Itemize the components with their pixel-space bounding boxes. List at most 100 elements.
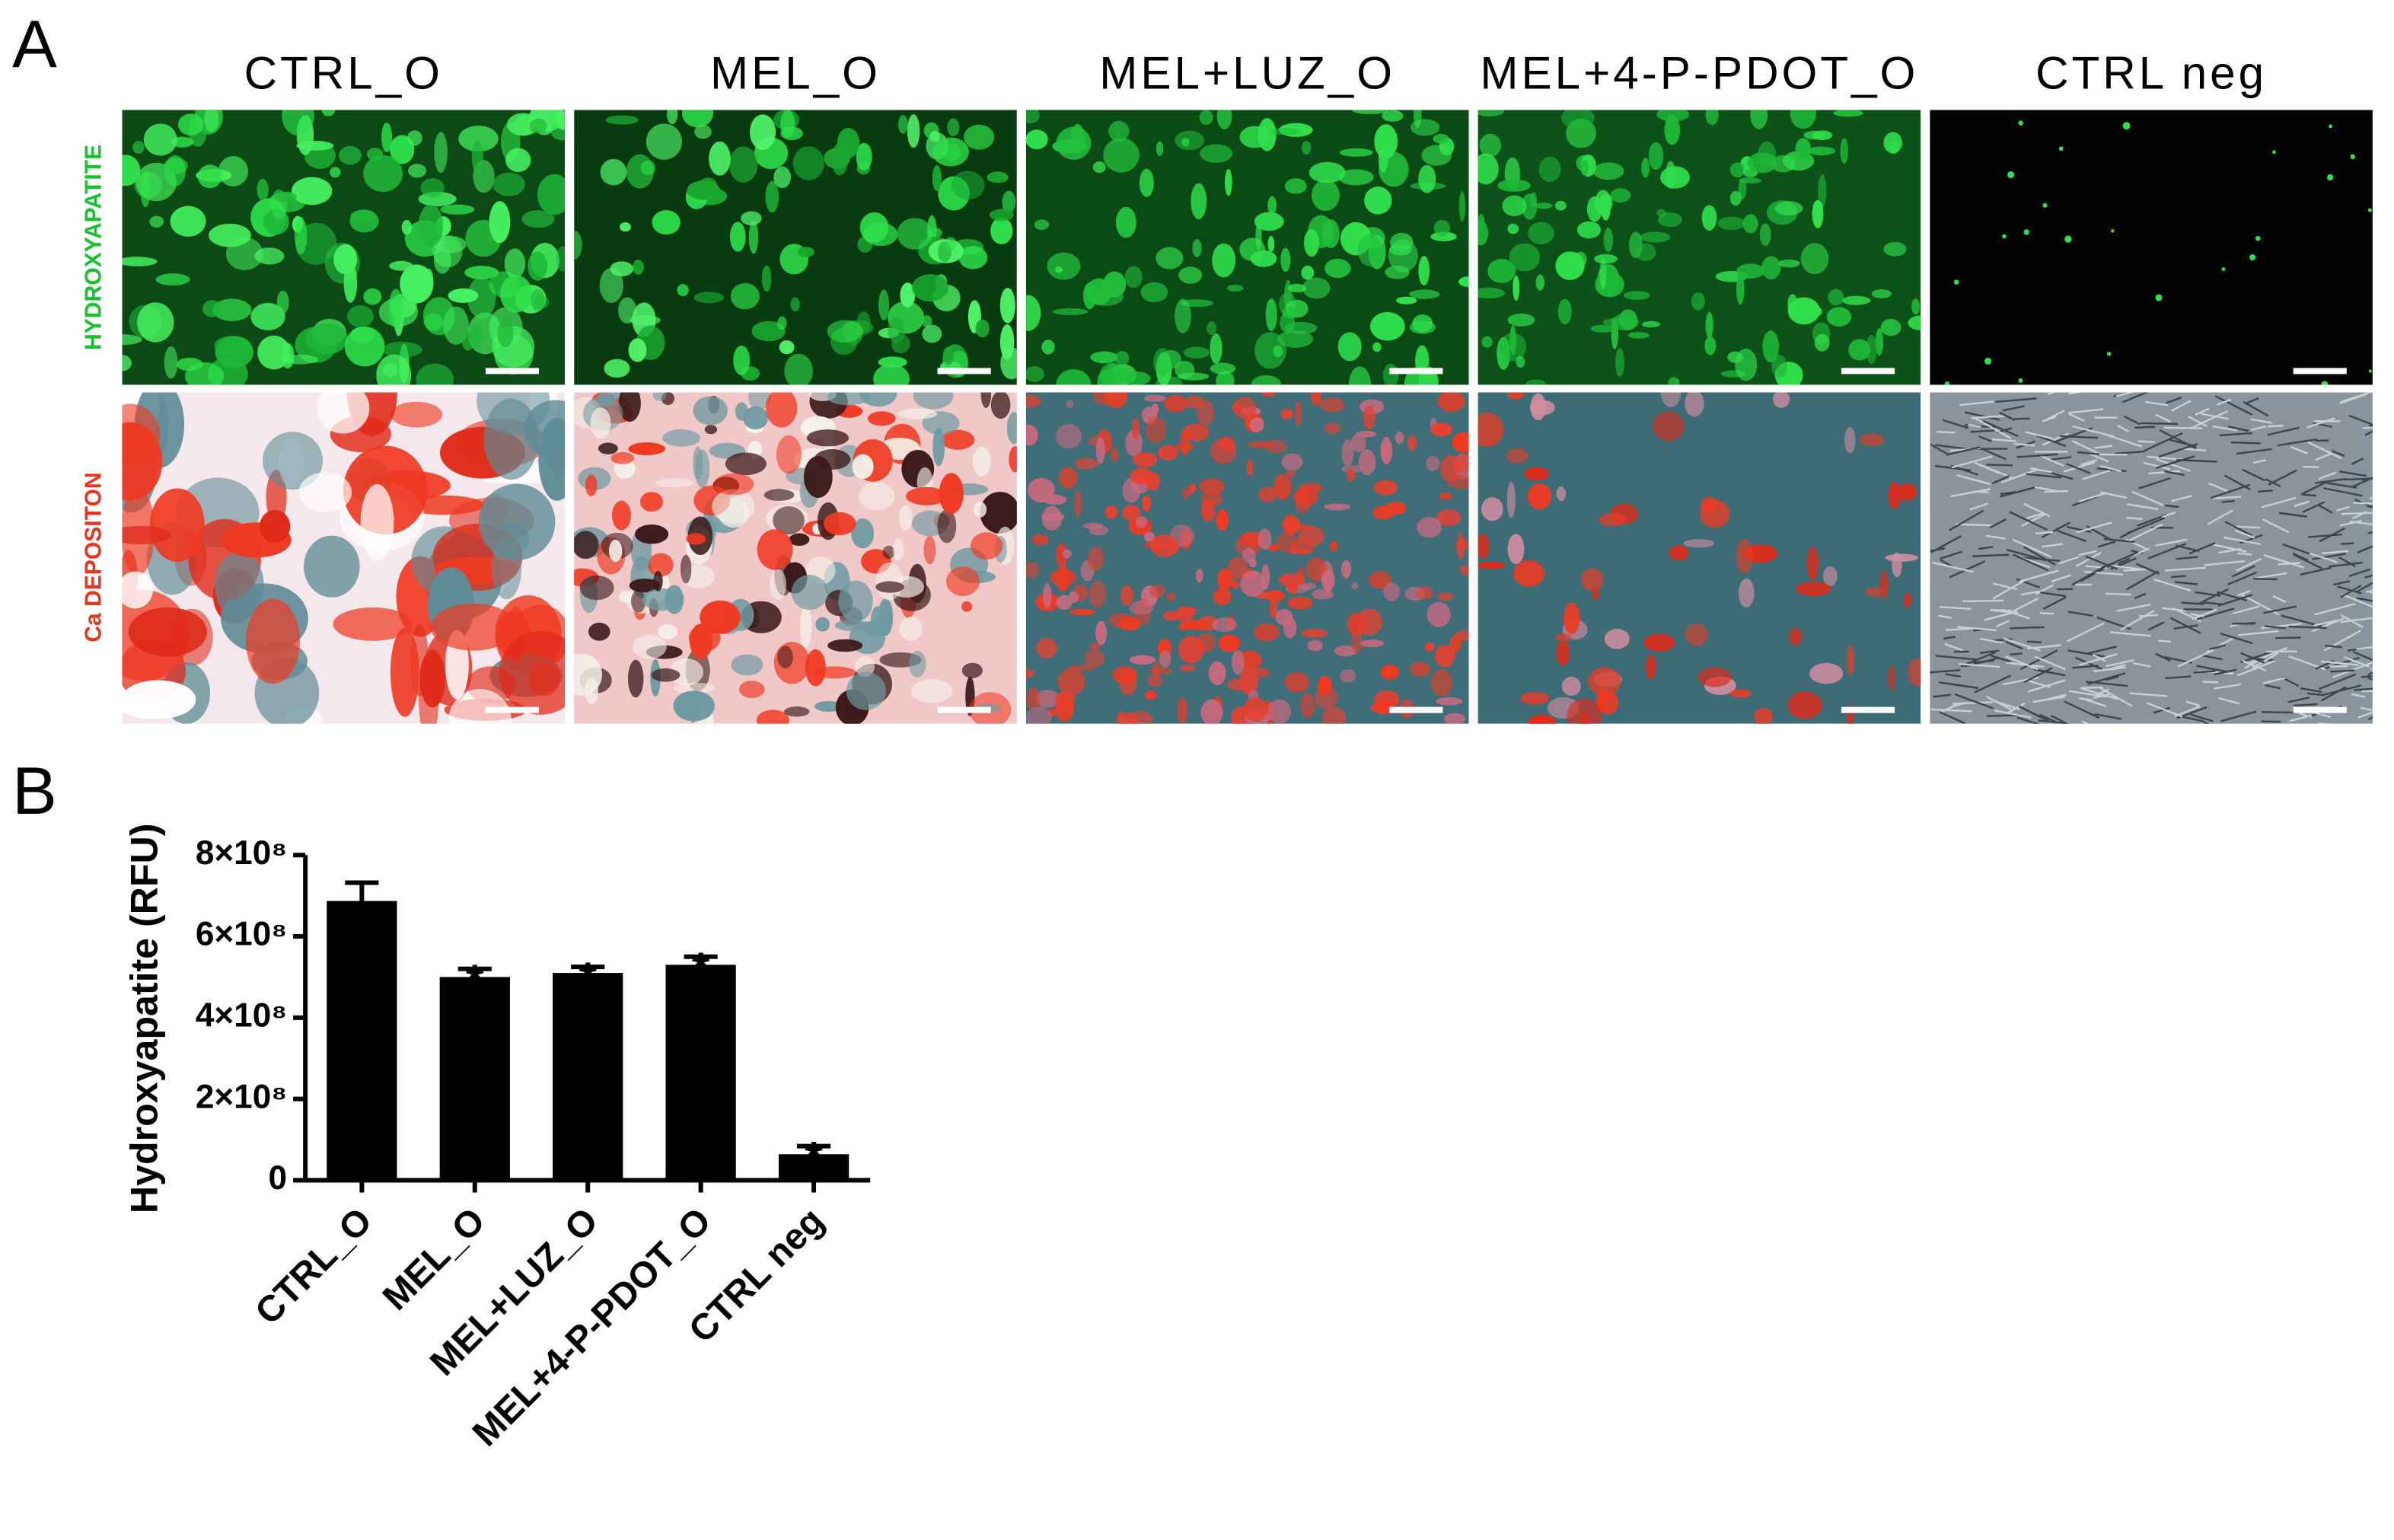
image-texture [2080, 458, 2098, 466]
image-texture [574, 531, 599, 560]
image-texture [1276, 532, 1299, 553]
image-texture [2348, 414, 2373, 426]
image-texture [1123, 371, 1151, 385]
image-texture [2164, 504, 2179, 509]
image-texture [2176, 556, 2198, 560]
image-texture [1258, 528, 1272, 550]
image-texture [2362, 426, 2373, 429]
significance-mark: * [805, 1133, 823, 1184]
image-texture [1057, 668, 1085, 696]
image-texture [448, 288, 479, 303]
image-texture [634, 524, 669, 544]
image-texture [1436, 509, 1462, 526]
image-texture [1253, 623, 1280, 642]
image-texture [725, 452, 767, 476]
image-texture [2246, 397, 2259, 404]
image-texture [2293, 703, 2318, 707]
image-texture [1787, 294, 1798, 314]
column-header: CTRL_O [244, 47, 443, 98]
image-background [1930, 110, 2373, 385]
image-texture [1556, 486, 1566, 502]
image-texture [2322, 550, 2349, 555]
image-texture [2188, 542, 2216, 555]
image-texture [2217, 594, 2253, 607]
image-texture [1885, 553, 1919, 562]
image-texture [2351, 458, 2364, 465]
image-texture [1554, 200, 1567, 211]
image-texture [1382, 110, 1404, 122]
image-texture [1410, 119, 1440, 136]
image-texture [1302, 141, 1312, 155]
image-texture [1301, 629, 1328, 638]
image-texture [305, 323, 349, 355]
image-texture [1984, 357, 1992, 365]
image-texture [2249, 647, 2288, 664]
image-texture [1939, 559, 1953, 568]
image-texture [652, 210, 681, 235]
image-texture [2329, 665, 2348, 668]
image-texture [1935, 655, 1977, 661]
image-texture [2134, 547, 2150, 556]
image-texture [1458, 190, 1466, 222]
image-texture [1146, 674, 1163, 687]
image-texture [1417, 585, 1433, 600]
image-texture [1157, 445, 1179, 461]
image-texture [1973, 659, 1995, 664]
image-texture [2218, 547, 2242, 554]
significance-mark: * [466, 955, 484, 1006]
image-texture [815, 617, 830, 632]
image-texture [2023, 667, 2053, 684]
image-texture [2340, 392, 2373, 403]
image-texture [1298, 526, 1325, 547]
image-texture [1390, 232, 1414, 252]
image-texture [694, 449, 710, 489]
micrograph [1930, 110, 2373, 385]
image-texture [704, 425, 718, 435]
image-texture [1243, 697, 1267, 722]
image-texture [2193, 670, 2216, 674]
image-texture [164, 155, 186, 187]
y-tick-label: 8×10⁸ [196, 834, 287, 872]
image-texture [686, 533, 706, 545]
image-texture [1231, 579, 1240, 589]
image-texture [1216, 110, 1232, 129]
image-texture [2209, 644, 2226, 651]
image-texture [2024, 512, 2045, 520]
image-texture [122, 422, 163, 501]
image-texture [2370, 667, 2373, 671]
image-texture [2159, 429, 2197, 450]
image-texture [2123, 568, 2145, 572]
image-texture [2156, 458, 2192, 472]
image-texture [712, 489, 755, 524]
image-texture [761, 265, 772, 292]
image-texture [1334, 645, 1357, 657]
image-texture [2120, 609, 2155, 631]
image-texture [899, 505, 913, 531]
image-texture [1239, 238, 1266, 262]
image-texture [1507, 392, 1524, 400]
image-texture [2018, 705, 2049, 722]
image-texture [2009, 511, 2048, 531]
image-texture [1930, 443, 1949, 456]
image-texture [1143, 394, 1166, 402]
image-texture [2025, 431, 2054, 440]
image-texture [1287, 596, 1313, 610]
image-texture [122, 571, 153, 609]
image-texture [2311, 617, 2345, 633]
image-texture [2013, 598, 2039, 612]
image-texture [1507, 223, 1519, 234]
image-texture [1339, 148, 1373, 157]
image-texture [2007, 702, 2026, 714]
image-texture [1615, 348, 1624, 377]
image-texture [1183, 620, 1208, 630]
image-texture [619, 590, 633, 603]
image-texture [1932, 561, 1974, 573]
image-texture [1131, 418, 1140, 440]
image-texture [2357, 711, 2373, 719]
image-texture [1267, 235, 1275, 253]
image-texture [1603, 227, 1613, 253]
image-texture [2013, 553, 2049, 572]
image-texture [1436, 697, 1463, 706]
image-texture [958, 246, 988, 269]
image-texture [2172, 607, 2202, 623]
